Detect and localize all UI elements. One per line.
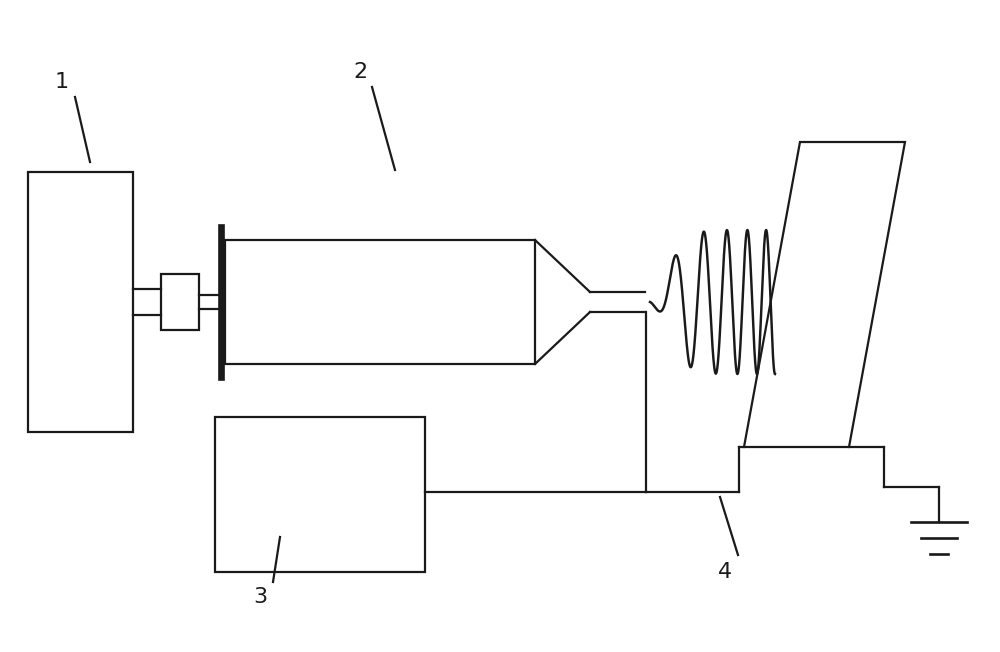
Text: 1: 1 <box>55 72 69 92</box>
Polygon shape <box>744 142 905 447</box>
Text: 4: 4 <box>718 562 732 582</box>
Text: 2: 2 <box>353 62 367 82</box>
Bar <box>215 417 425 572</box>
Bar <box>225 240 535 364</box>
Bar <box>28 172 133 432</box>
Text: 3: 3 <box>253 587 267 607</box>
Bar <box>161 274 199 330</box>
